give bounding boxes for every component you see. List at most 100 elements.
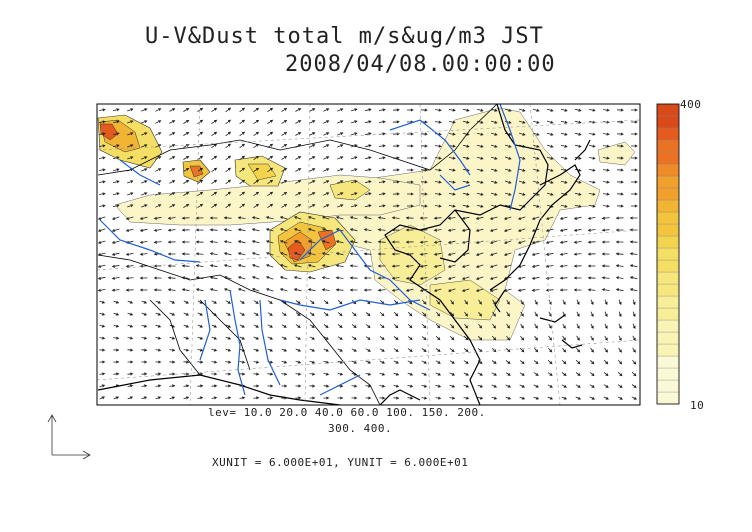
wind-arrow	[349, 288, 358, 292]
wind-arrow	[618, 299, 622, 306]
wind-arrow	[405, 216, 414, 220]
wind-arrow	[141, 144, 148, 148]
wind-arrow	[350, 120, 358, 124]
wind-arrow	[575, 120, 582, 124]
wind-arrow	[253, 191, 260, 197]
wind-arrow	[602, 180, 610, 184]
wind-arrow	[127, 324, 134, 328]
colorbar-swatch	[656, 307, 680, 321]
wind-arrow	[490, 144, 498, 148]
wind-arrow	[490, 168, 498, 172]
wind-arrow	[492, 323, 497, 329]
wind-arrow	[155, 396, 162, 400]
wind-arrow	[141, 192, 148, 196]
wind-arrow	[323, 204, 330, 208]
wind-arrow	[461, 288, 470, 292]
wind-arrow	[618, 323, 622, 330]
wind-arrow	[127, 180, 134, 184]
wind-arrow	[169, 312, 176, 316]
wind-arrow	[477, 360, 483, 364]
wind-arrow	[394, 311, 399, 317]
wind-arrow	[183, 155, 190, 160]
wind-arrow	[211, 336, 218, 340]
wind-arrow	[265, 252, 274, 256]
wind-arrow	[518, 168, 526, 172]
wind-arrow	[476, 156, 484, 160]
wind-arrow	[560, 108, 568, 112]
wind-arrow	[267, 107, 274, 113]
wind-arrow	[575, 204, 582, 208]
wind-arrow	[139, 252, 148, 256]
wind-arrow	[99, 204, 106, 208]
wind-arrow	[616, 144, 624, 148]
wind-arrow	[237, 228, 246, 232]
wind-arrow	[615, 252, 624, 256]
wind-arrow	[405, 264, 414, 268]
wind-arrow	[632, 335, 636, 341]
wind-arrow	[378, 120, 386, 124]
wind-arrow	[378, 108, 386, 112]
wind-arrow	[111, 252, 120, 256]
wind-arrow	[560, 180, 568, 184]
wind-arrow	[447, 252, 456, 256]
wind-arrow	[183, 348, 190, 352]
wind-arrow	[209, 216, 218, 220]
colorbar-swatch	[656, 187, 680, 201]
wind-arrow	[475, 288, 484, 292]
wind-arrow	[420, 108, 428, 112]
wind-arrow	[475, 228, 484, 232]
wind-arrow	[504, 144, 512, 148]
wind-arrow	[434, 156, 442, 160]
wind-arrow	[337, 108, 344, 112]
wind-arrow	[379, 360, 386, 364]
wind-arrow	[519, 347, 525, 353]
wind-arrow	[590, 311, 594, 318]
wind-arrow	[489, 228, 498, 232]
wind-arrow	[632, 311, 636, 318]
wind-arrow	[463, 120, 470, 124]
wind-arrow	[223, 264, 232, 268]
wind-arrow	[407, 168, 414, 172]
wind-arrow	[616, 132, 624, 136]
dust-contours	[97, 107, 636, 341]
colorbar-swatch	[656, 355, 680, 369]
wind-arrow	[139, 276, 148, 280]
wind-arrow	[575, 132, 582, 136]
wind-arrow	[195, 228, 204, 232]
wind-arrow	[491, 372, 497, 376]
wind-arrow	[225, 203, 232, 209]
wind-arrow	[209, 288, 218, 292]
wind-arrow	[321, 216, 330, 220]
wind-arrow	[321, 276, 330, 280]
wind-arrow	[589, 168, 596, 172]
wind-arrow	[350, 180, 358, 184]
wind-arrow	[449, 372, 456, 376]
wind-arrow	[267, 384, 274, 388]
wind-arrow	[631, 108, 638, 112]
wind-arrow	[153, 276, 162, 280]
wind-arrow	[197, 336, 204, 340]
wind-arrow	[335, 240, 344, 244]
wind-arrow	[503, 216, 512, 220]
colorbar-swatch	[656, 367, 680, 381]
wind-arrow	[293, 216, 302, 220]
wind-arrow	[127, 384, 134, 388]
wind-arrow	[603, 396, 609, 400]
wind-arrow	[197, 203, 204, 209]
wind-arrow	[323, 108, 330, 112]
wind-arrow	[632, 299, 636, 306]
wind-arrow	[253, 396, 260, 400]
wind-arrow	[365, 156, 372, 160]
wind-arrow	[267, 312, 273, 316]
wind-arrow	[211, 155, 218, 161]
wind-arrow	[476, 132, 484, 136]
wind-arrow	[197, 167, 204, 173]
wind-arrow	[155, 360, 162, 364]
wind-arrow	[211, 191, 218, 197]
wind-arrow	[337, 144, 344, 148]
wind-arrow	[337, 168, 344, 172]
wind-arrow	[477, 396, 484, 400]
wind-arrow	[211, 360, 218, 364]
wind-arrow	[225, 300, 231, 304]
wind-arrow	[391, 252, 400, 256]
